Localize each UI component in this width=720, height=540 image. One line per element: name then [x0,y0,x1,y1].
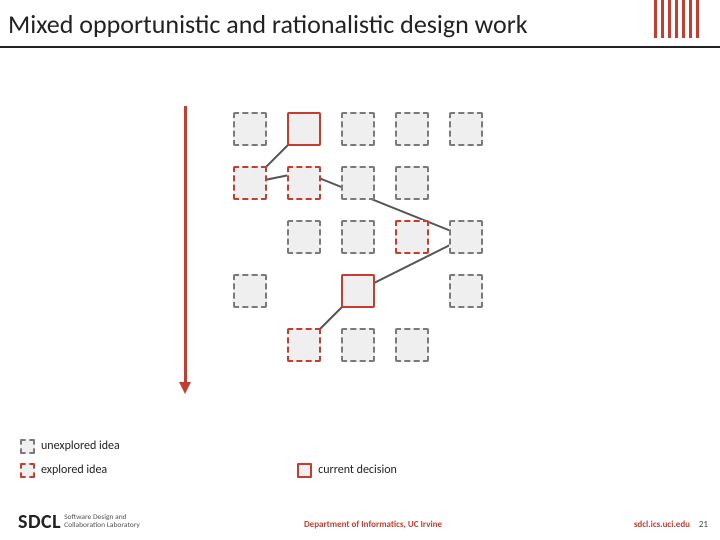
unexplored-box [287,220,321,254]
unexplored-box [341,328,375,362]
slide-root: Mixed opportunistic and rationalistic de… [0,0,720,540]
unexplored-box [233,112,267,146]
legend-label: explored idea [41,463,107,477]
legend-label: current decision [318,463,397,477]
explored-box [287,166,321,200]
unexplored-box [395,112,429,146]
explored-box [233,166,267,200]
legend-label: unexplored idea [41,439,120,453]
unexplored-icon [20,439,35,454]
explored-box [395,220,429,254]
unexplored-box [341,112,375,146]
lab-logo: SDCL Software Design and Collaboration L… [18,510,140,534]
explored-icon [20,463,35,478]
unexplored-box [449,274,483,308]
legend: unexplored idea explored idea current de… [20,436,397,484]
unexplored-box [395,166,429,200]
design-diagram [175,112,555,412]
unexplored-box [233,274,267,308]
legend-current: current decision [297,463,397,478]
decorative-stripes [654,0,708,38]
page-number: 21 [699,519,708,530]
unexplored-box [449,220,483,254]
unexplored-box [449,112,483,146]
department-text: Department of Informatics, UC Irvine [304,519,442,530]
current-box [341,274,375,308]
logo-subtitle: Software Design and Collaboration Labora… [64,514,140,530]
page-title: Mixed opportunistic and rationalistic de… [8,8,528,40]
footer: SDCL Software Design and Collaboration L… [0,504,720,534]
legend-row2: explored idea current decision [20,460,397,480]
current-box [287,112,321,146]
legend-unexplored: unexplored idea [20,436,397,456]
unexplored-box [395,328,429,362]
unexplored-box [341,220,375,254]
explored-box [287,328,321,362]
url-text: sdcl.ics.uci.edu [634,519,690,530]
path-connections [175,112,555,412]
title-underline [0,46,720,48]
current-icon [297,463,312,478]
logo-text: SDCL [18,510,61,534]
legend-explored: explored idea [20,463,107,478]
unexplored-box [341,166,375,200]
